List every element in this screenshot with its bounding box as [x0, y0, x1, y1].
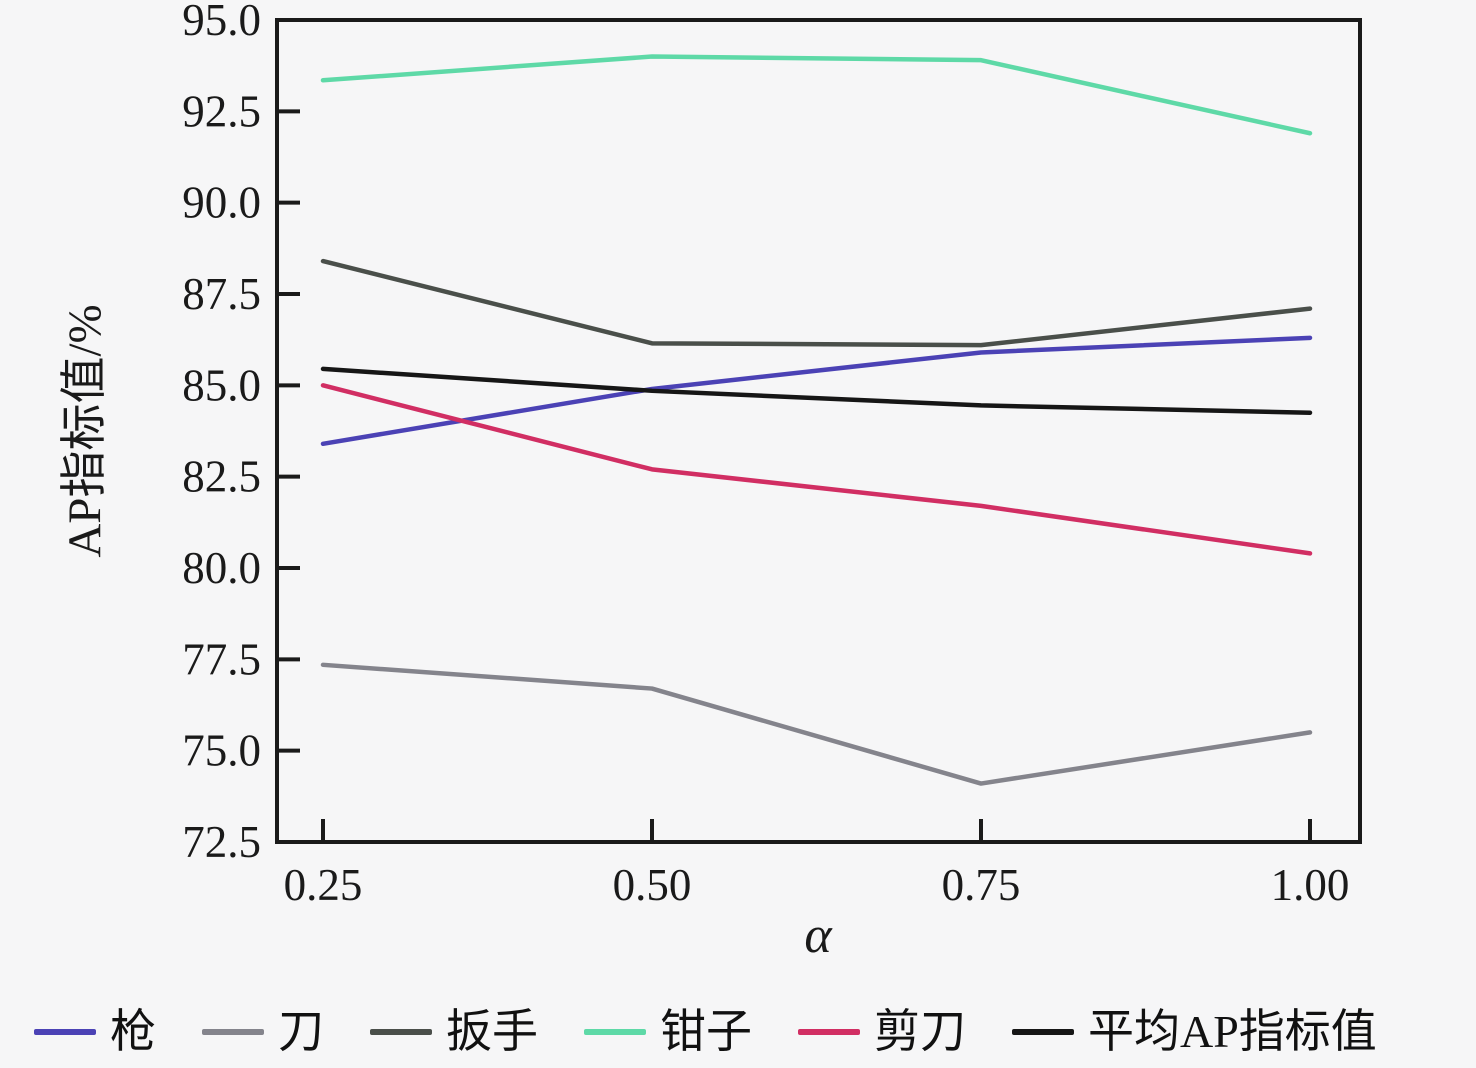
legend-label-0: 枪 — [110, 1006, 156, 1057]
y-tick-label: 90.0 — [182, 178, 261, 228]
legend-swatch-5 — [1012, 1029, 1074, 1035]
legend-swatch-1 — [202, 1029, 264, 1035]
x-axis-label: α — [804, 907, 833, 964]
legend-item-3: 钳子 — [584, 1009, 752, 1055]
y-tick-label: 72.5 — [182, 817, 261, 867]
legend-swatch-0 — [34, 1029, 96, 1035]
x-tick-label: 0.50 — [613, 860, 692, 910]
series-line-2 — [320, 258, 1313, 348]
legend-swatch-2 — [370, 1029, 432, 1035]
legend-item-0: 枪 — [34, 1009, 156, 1055]
series-line-1 — [320, 662, 1313, 786]
legend-item-2: 扳手 — [370, 1009, 538, 1055]
y-tick-label: 77.5 — [182, 634, 261, 684]
y-tick-label: 95.0 — [182, 0, 261, 45]
legend-label-1: 刀 — [278, 1006, 324, 1057]
x-tick-label: 0.25 — [284, 860, 363, 910]
series-line-0 — [320, 335, 1313, 447]
y-tick-label: 82.5 — [182, 452, 261, 502]
legend-item-4: 剪刀 — [798, 1009, 966, 1055]
legend-label-3: 钳子 — [660, 1006, 752, 1057]
y-tick-label: 92.5 — [182, 86, 261, 136]
y-tick-label: 75.0 — [182, 726, 261, 776]
x-tick-label: 0.75 — [942, 860, 1021, 910]
y-axis-label: AP指标值/% — [59, 304, 111, 557]
legend-swatch-4 — [798, 1029, 860, 1035]
legend-swatch-3 — [584, 1029, 646, 1035]
legend-label-2: 扳手 — [446, 1006, 538, 1057]
x-tick-label: 1.00 — [1271, 860, 1350, 910]
chart-legend: 枪 刀 扳手 钳子 剪刀 平均AP指标值 — [34, 1000, 1464, 1064]
legend-item-1: 刀 — [202, 1009, 324, 1055]
y-tick-label: 87.5 — [182, 269, 261, 319]
y-tick-label: 85.0 — [182, 360, 261, 410]
legend-label-4: 剪刀 — [874, 1006, 966, 1057]
series-line-3 — [320, 54, 1313, 136]
chart-canvas: 95.0 92.5 90.0 87.5 85.0 82.5 80.0 77.5 75.0 72.5… — [59, 0, 1362, 964]
legend-label-5: 平均AP指标值 — [1088, 1006, 1377, 1057]
y-tick-label: 80.0 — [182, 543, 261, 593]
legend-item-5: 平均AP指标值 — [1012, 1009, 1377, 1055]
series-line-4 — [320, 383, 1313, 556]
series-line-5 — [320, 366, 1313, 415]
axes-frame — [275, 18, 1362, 844]
